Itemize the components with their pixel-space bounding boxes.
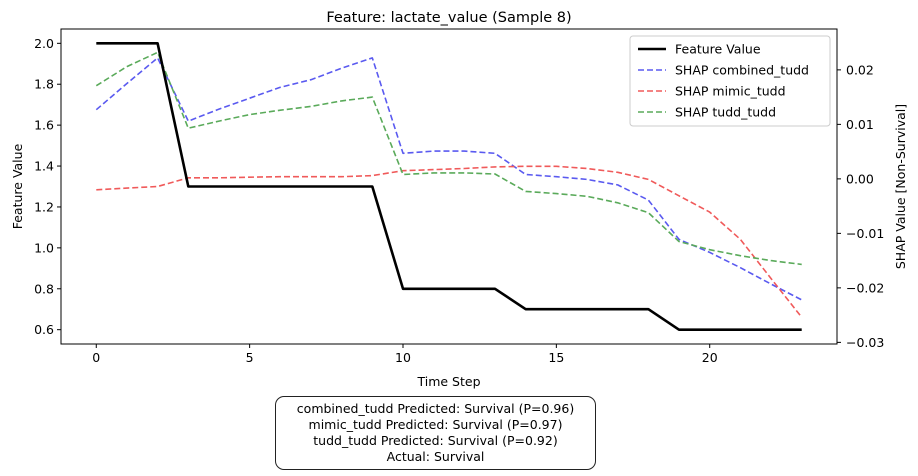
series-line-shap-mimic-tudd [96,165,803,318]
y-tick-label: 1.2 [34,199,54,214]
x-tick-label: 15 [548,350,564,365]
actual-outcome-text: Actual: Survival [386,449,485,464]
y-tick-label: 1.0 [34,240,54,255]
y2-axis-label: SHAP Value [Non-Survival] [893,104,908,269]
mimic-prediction-text: mimic_tudd Predicted: Survival (P=0.97) [308,417,563,432]
y2-tick-label: 0.02 [846,62,874,77]
tudd-prediction-text: tudd_tudd Predicted: Survival (P=0.92) [313,433,558,448]
y-tick-label: 0.6 [34,322,54,337]
series-line-feature-value [96,41,802,332]
y2-tick-label: −0.01 [846,226,884,241]
chart-title: Feature: lactate_value (Sample 8) [326,10,571,26]
combined-prediction-text: combined_tudd Predicted: Survival (P=0.9… [296,401,575,416]
lactate-shap-chart: Feature: lactate_value (Sample 8) 0 5 10 15 2… [10,10,908,389]
plot-frame [60,28,838,345]
legend-label: SHAP combined_tudd [675,63,809,78]
y-tick-label: 2.0 [34,36,54,51]
series-line-shap-tudd-tudd [95,51,802,266]
legend-box [629,35,831,127]
legend-label: SHAP mimic_tudd [675,84,786,99]
x-axis-label: Time Step [416,374,480,389]
x-tick-label: 0 [92,350,100,365]
y-tick-label: 1.6 [34,118,54,133]
y-axis-label: Feature Value [10,143,25,229]
series-line-shap-combined-tudd [95,57,803,301]
y2-tick-label: −0.03 [846,335,884,350]
y2-tick-label: 0.00 [846,171,874,186]
legend-label: SHAP tudd_tudd [675,105,776,120]
x-tick-label: 10 [395,350,411,365]
x-tick-label: 5 [246,350,254,365]
legend-label: Feature Value [675,42,761,57]
x-tick-label: 20 [702,350,718,365]
prediction-info-box: combined_tudd Predicted: Survival (P=0.9… [275,396,596,470]
y-tick-label: 1.4 [34,159,54,174]
y2-tick-label: −0.02 [846,280,884,295]
y2-tick-label: 0.01 [846,117,874,132]
y-tick-label: 1.8 [34,77,54,92]
y-tick-label: 0.8 [34,281,54,296]
